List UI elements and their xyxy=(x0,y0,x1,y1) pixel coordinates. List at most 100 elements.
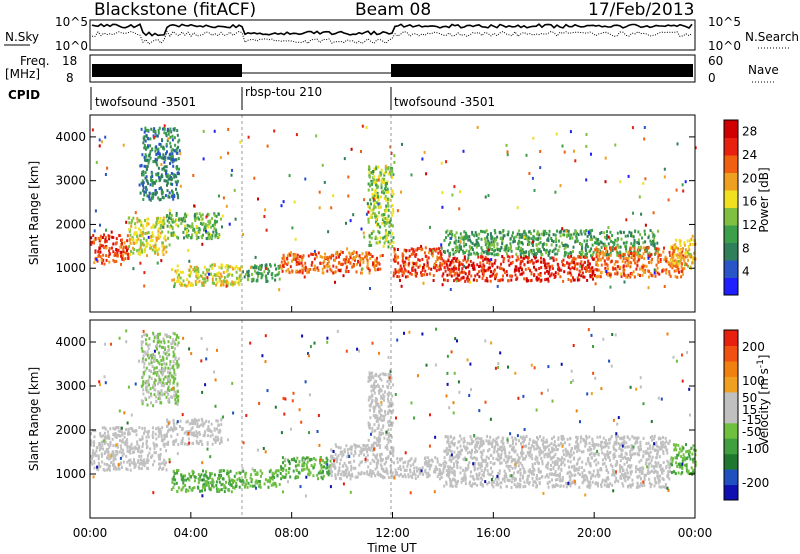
heatmap-cell xyxy=(373,383,375,386)
heatmap-cell xyxy=(594,267,597,271)
heatmap-cell xyxy=(152,384,155,388)
heatmap-cell xyxy=(177,171,180,175)
heatmap-cell xyxy=(102,447,105,451)
heatmap-cell xyxy=(126,438,129,442)
heatmap-cell xyxy=(317,477,319,481)
heatmap-cell xyxy=(561,263,564,267)
heatmap-cell xyxy=(373,460,376,464)
heatmap-cell xyxy=(157,173,160,177)
heatmap-cell xyxy=(139,229,142,233)
heatmap-cell xyxy=(213,129,216,133)
heatmap-cell xyxy=(197,267,200,271)
heatmap-cell xyxy=(628,261,631,265)
heatmap-cell xyxy=(165,134,168,138)
heatmap-cell xyxy=(225,269,228,273)
heatmap-cell xyxy=(350,448,353,452)
heatmap-cell xyxy=(367,447,370,451)
heatmap-cell xyxy=(167,366,170,370)
heatmap-cell xyxy=(495,238,497,242)
heatmap-cell xyxy=(373,175,375,179)
heatmap-cell xyxy=(163,168,166,172)
heatmap-cell xyxy=(169,152,172,156)
heatmap-cell xyxy=(265,274,268,278)
heatmap-cell xyxy=(220,483,223,487)
heatmap-cell xyxy=(184,283,186,287)
heatmap-cell xyxy=(487,252,490,256)
heatmap-cell xyxy=(371,371,374,375)
heatmap-cell xyxy=(605,237,608,241)
heatmap-cell xyxy=(167,335,170,338)
heatmap-cell xyxy=(383,398,385,402)
heatmap-cell xyxy=(487,257,490,261)
heatmap-cell xyxy=(112,433,115,436)
heatmap-cell xyxy=(115,241,118,245)
heatmap-cell xyxy=(203,277,206,281)
heatmap-cell xyxy=(474,252,477,256)
heatmap-cell xyxy=(598,254,601,258)
heatmap-cell xyxy=(521,259,524,263)
heatmap-cell xyxy=(345,444,348,448)
heatmap-cell xyxy=(185,430,188,434)
heatmap-cell xyxy=(184,484,187,487)
heatmap-cell xyxy=(451,248,454,252)
heatmap-cell xyxy=(550,237,553,240)
heatmap-cell xyxy=(350,253,352,257)
heatmap-cell xyxy=(668,270,671,274)
heatmap-cell xyxy=(563,263,566,267)
heatmap-cell xyxy=(386,397,389,401)
heatmap-cell xyxy=(163,392,166,396)
heatmap-cell xyxy=(173,175,176,179)
heatmap-cell xyxy=(375,217,378,221)
heatmap-cell xyxy=(258,480,261,483)
heatmap-cell xyxy=(166,181,169,185)
heatmap-cell xyxy=(159,226,162,230)
heatmap-cell xyxy=(526,243,529,246)
heatmap-cell xyxy=(320,458,323,462)
heatmap-cell xyxy=(547,253,550,257)
heatmap-cell xyxy=(415,261,418,265)
heatmap-cell xyxy=(626,258,629,262)
heatmap-cell xyxy=(119,429,122,433)
heatmap-cell xyxy=(361,448,364,452)
heatmap-cell xyxy=(490,270,493,274)
heatmap-cell xyxy=(198,279,201,283)
heatmap-cell xyxy=(643,229,646,233)
heatmap-cell xyxy=(256,271,259,275)
heatmap-cell xyxy=(303,467,306,471)
colorbar-swatch xyxy=(724,260,738,278)
heatmap-cell xyxy=(391,471,394,475)
heatmap-cell xyxy=(471,230,474,234)
heatmap-cell xyxy=(187,280,190,284)
heatmap-cell xyxy=(320,466,323,470)
nsearch-label: N.Search xyxy=(745,30,799,44)
heatmap-cell xyxy=(170,395,173,399)
heatmap-cell xyxy=(329,267,332,271)
nsky-label: N.Sky xyxy=(5,30,39,44)
colorbar-tick-label: 4 xyxy=(742,265,750,279)
heatmap-cell xyxy=(688,254,691,258)
heatmap-cell xyxy=(207,429,210,433)
power-ylabel: Slant Range [km] xyxy=(27,161,41,265)
heatmap-cell xyxy=(203,421,206,425)
heatmap-cell xyxy=(156,163,159,167)
heatmap-cell xyxy=(105,254,108,258)
heatmap-cell xyxy=(370,389,373,393)
heatmap-cell xyxy=(601,250,604,254)
heatmap-cell xyxy=(173,195,176,198)
heatmap-cell xyxy=(283,475,286,479)
heatmap-cell xyxy=(325,461,328,464)
heatmap-cell xyxy=(383,177,386,181)
heatmap-cell xyxy=(140,454,143,458)
cpid-segment-1: twofsound -3501 xyxy=(95,95,196,109)
heatmap-cell xyxy=(375,241,378,245)
heatmap-cell xyxy=(375,398,378,402)
heatmap-cell xyxy=(118,434,121,438)
heatmap-cell xyxy=(140,127,143,131)
heatmap-cell xyxy=(216,281,219,285)
heatmap-cell xyxy=(543,232,546,236)
heatmap-cell xyxy=(380,465,383,468)
heatmap-cell xyxy=(141,335,143,338)
heatmap-cell xyxy=(133,460,136,464)
heatmap-cell xyxy=(548,267,551,271)
heatmap-cell xyxy=(609,260,612,264)
